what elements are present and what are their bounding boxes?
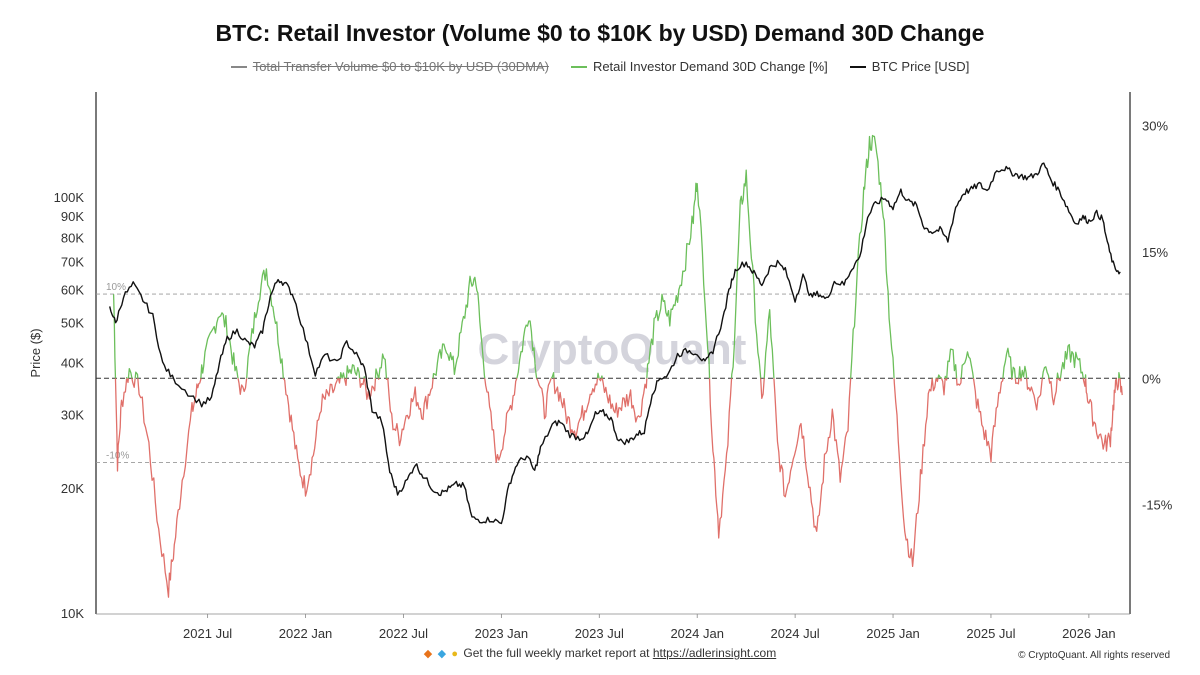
x-tick-label: 2022 Jan	[279, 626, 333, 641]
legend-item-retail-demand[interactable]: Retail Investor Demand 30D Change [%]	[570, 59, 828, 74]
legend-label: Retail Investor Demand 30D Change [%]	[592, 59, 828, 74]
left-axis-label: Price ($)	[28, 328, 43, 377]
scream-icon: ●	[451, 648, 459, 660]
x-tick-label: 2022 Jul	[379, 626, 428, 641]
legend-swatch-btc-price	[849, 65, 866, 68]
footer: ◆ ◆ ● Get the full weekly market report …	[0, 646, 1200, 660]
right-tick-label: 0%	[1142, 371, 1161, 386]
left-tick-label: 20K	[61, 481, 84, 496]
legend-item-transfer-volume[interactable]: Total Transfer Volume $0 to $10K by USD …	[230, 59, 549, 74]
x-tick-label: 2021 Jul	[183, 626, 232, 641]
left-tick-label: 80K	[61, 230, 84, 245]
x-tick-label: 2025 Jul	[966, 626, 1015, 641]
x-tick-label: 2024 Jul	[771, 626, 820, 641]
series	[109, 134, 1123, 598]
chart-title: BTC: Retail Investor (Volume $0 to $10K …	[215, 20, 985, 46]
left-tick-label: 40K	[61, 356, 84, 371]
left-tick-label: 70K	[61, 255, 84, 270]
x-tick-label: 2024 Jan	[670, 626, 724, 641]
x-tick-label: 2025 Jan	[866, 626, 920, 641]
legend-swatch-transfer-volume	[230, 65, 247, 68]
x-tick-label: 2026 Jan	[1062, 626, 1116, 641]
btc-price-line	[109, 162, 1121, 525]
legend-item-btc-price[interactable]: BTC Price [USD]	[849, 59, 970, 74]
footer-text: Get the full weekly market report at	[463, 646, 653, 660]
legend-label: BTC Price [USD]	[871, 59, 970, 74]
ref-line-label: 10%	[106, 282, 126, 293]
right-tick-label: -15%	[1142, 498, 1173, 513]
legend-swatch-retail-demand	[570, 65, 587, 68]
left-tick-label: 100K	[54, 190, 85, 205]
axes: 10K 20K 30K 40K 50K 60K 70K 80K 90K 100K Price ($)…	[28, 92, 1173, 641]
demand-line-positive	[112, 134, 1121, 379]
right-tick-label: 15%	[1142, 245, 1168, 260]
diamond-icon: ◆	[423, 648, 433, 660]
x-tick-label: 2023 Jan	[475, 626, 529, 641]
legend-label: Total Transfer Volume $0 to $10K by USD …	[252, 59, 549, 74]
left-tick-label: 10K	[61, 606, 84, 621]
left-tick-label: 60K	[61, 282, 84, 297]
legend: Total Transfer Volume $0 to $10K by USD …	[0, 59, 1200, 74]
left-tick-label: 30K	[61, 408, 84, 423]
demand-line-negative	[114, 378, 1123, 598]
footer-link[interactable]: https://adlerinsight.com	[652, 646, 777, 660]
copyright: © CryptoQuant. All rights reserved	[1018, 650, 1170, 661]
right-tick-label: 30%	[1142, 119, 1168, 134]
left-tick-label: 90K	[61, 209, 84, 224]
x-tick-label: 2023 Jul	[575, 626, 624, 641]
left-tick-label: 50K	[61, 315, 84, 330]
gem-icon: ◆	[437, 648, 447, 660]
